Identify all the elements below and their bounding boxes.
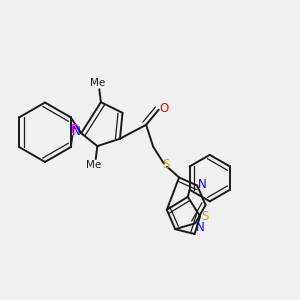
Text: N: N	[195, 221, 204, 234]
Text: S: S	[162, 158, 169, 171]
Text: O: O	[159, 101, 169, 115]
Text: F: F	[71, 123, 77, 136]
Text: N: N	[72, 125, 81, 138]
Text: S: S	[201, 210, 208, 223]
Text: Me: Me	[90, 78, 105, 88]
Text: N: N	[198, 178, 207, 191]
Text: Me: Me	[86, 160, 102, 170]
